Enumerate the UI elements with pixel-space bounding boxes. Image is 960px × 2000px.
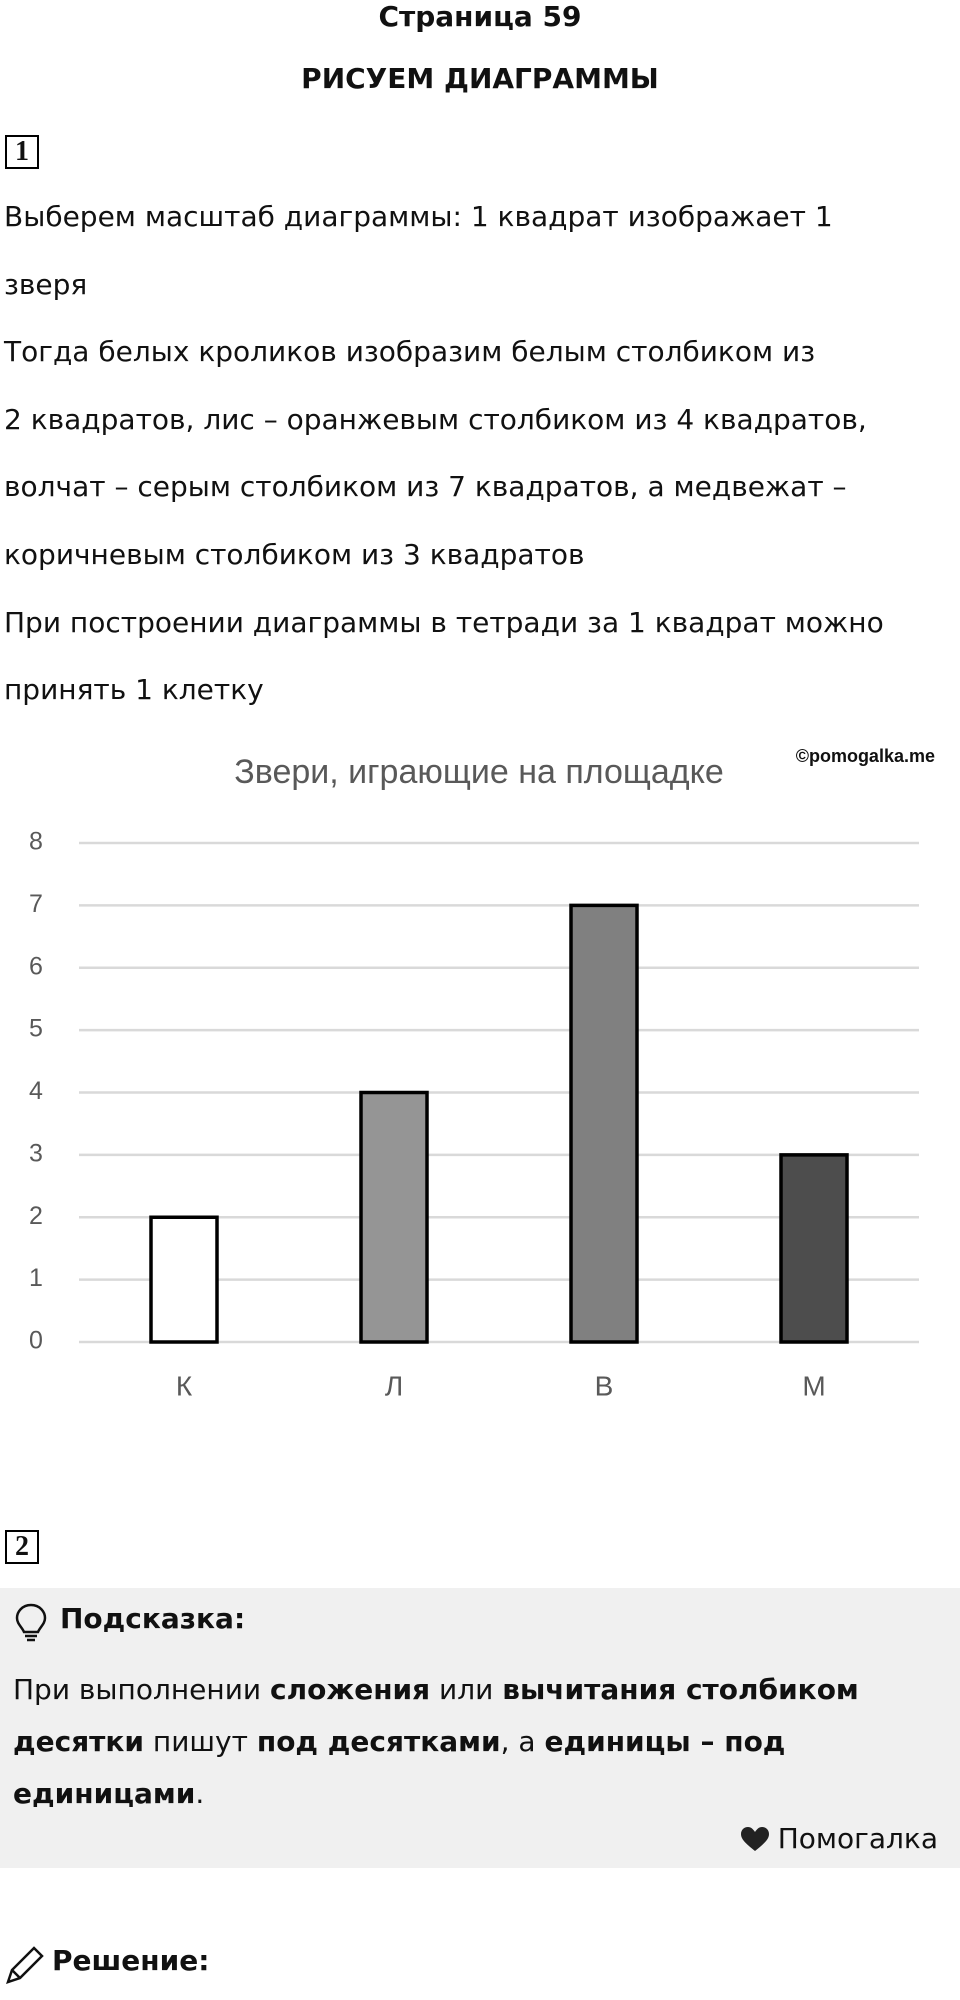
y-tick-label: 0 <box>29 1327 43 1355</box>
text-line: принять 1 клетку <box>4 673 264 707</box>
bar <box>359 1090 429 1344</box>
hint-run: При выполнении <box>13 1673 271 1706</box>
heart-icon <box>740 1826 769 1851</box>
y-tick-label: 6 <box>29 952 43 980</box>
hint-run: сложения <box>270 1673 431 1706</box>
bulb-icon <box>15 1603 47 1642</box>
text-line: коричневым столбиком из 3 квадратов <box>4 538 585 571</box>
y-tick-label: 2 <box>29 1202 43 1230</box>
page-title: РИСУЕМ ДИАГРАММЫ <box>301 62 659 95</box>
x-tick-label: М <box>802 1370 825 1401</box>
bar <box>779 1153 849 1344</box>
y-tick-label: 4 <box>29 1077 43 1105</box>
hint-run: под десятками <box>256 1725 501 1758</box>
text-line: волчат – серым столбиком из 7 квадратов,… <box>4 470 847 504</box>
task-number: 2 <box>5 1530 39 1564</box>
hint-run: , а <box>500 1725 545 1758</box>
task-number: 1 <box>5 135 39 169</box>
hint-run: вычитания столбиком десятки <box>13 1673 859 1758</box>
x-tick-label: К <box>176 1370 193 1401</box>
page-number: Страница 59 <box>378 0 582 33</box>
text-line: Выберем масштаб диаграммы: 1 квадрат изо… <box>4 200 833 233</box>
hint-run: или <box>430 1673 503 1706</box>
bar <box>569 903 639 1344</box>
y-tick-label: 5 <box>29 1015 43 1043</box>
solution-title: Решение: <box>52 1944 210 1977</box>
hint-title: Подсказка: <box>60 1602 246 1635</box>
hint-text: При выполнении сложения или вычитания ст… <box>13 1664 913 1820</box>
y-tick-label: 3 <box>29 1139 43 1167</box>
text-line: Тогда белых кроликов изобразим белым сто… <box>4 335 816 369</box>
brand-name: Помогалка <box>777 1822 938 1855</box>
y-tick-label: 7 <box>29 890 43 918</box>
text-line: При построении диаграммы в тетради за 1 … <box>4 605 884 639</box>
brand: Помогалка <box>740 1822 938 1855</box>
text-line: зверя <box>4 267 88 301</box>
hint-run: пишут <box>144 1725 257 1758</box>
hint-box: Подсказка: При выполнении сложения или в… <box>0 1588 960 1868</box>
y-tick-label: 1 <box>29 1264 43 1292</box>
text-line: 2 квадратов, лис – оранжевым столбиком и… <box>4 402 867 436</box>
chart: Звери, играющие на площадке ©pomogalka.m… <box>29 746 935 1402</box>
pencil-icon <box>6 1946 44 1984</box>
x-tick-label: В <box>595 1370 614 1401</box>
hint-run: единицы – под единицами <box>13 1725 786 1810</box>
y-tick-label: 8 <box>29 828 43 856</box>
chart-title: Звери, играющие на площадке <box>234 753 724 791</box>
x-tick-label: Л <box>385 1370 403 1401</box>
hint-run: . <box>195 1777 205 1810</box>
watermark: ©pomogalka.me <box>796 746 935 766</box>
bar <box>149 1215 219 1344</box>
